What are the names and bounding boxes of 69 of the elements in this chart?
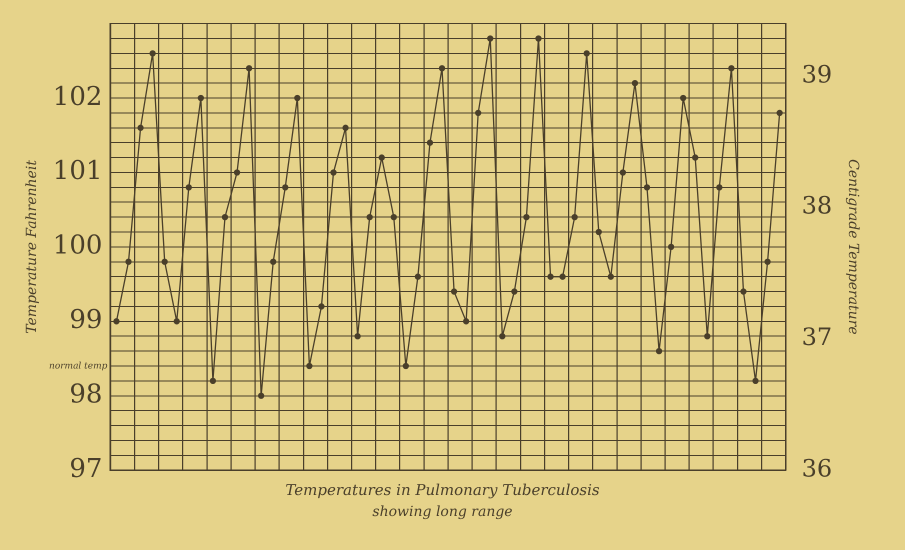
y-tick-label: 100 bbox=[52, 230, 102, 261]
point bbox=[596, 228, 602, 236]
point bbox=[584, 50, 590, 57]
point bbox=[149, 50, 156, 57]
point bbox=[246, 65, 252, 72]
point bbox=[426, 140, 434, 146]
point bbox=[414, 274, 422, 280]
y-tick-label: 98 bbox=[69, 380, 102, 410]
point bbox=[728, 65, 735, 72]
y-tick-label: 99 bbox=[69, 305, 102, 336]
point bbox=[366, 214, 373, 220]
y-tick-label: 101 bbox=[52, 156, 102, 186]
text: showing long range bbox=[372, 504, 513, 520]
y-tick-label: 97 bbox=[69, 454, 102, 484]
point bbox=[137, 124, 144, 131]
point bbox=[716, 184, 722, 191]
point bbox=[282, 184, 288, 191]
y2-tick-label: 36 bbox=[802, 454, 832, 482]
point bbox=[475, 110, 482, 116]
point bbox=[511, 288, 518, 295]
point bbox=[450, 288, 458, 295]
point bbox=[186, 184, 192, 191]
point bbox=[354, 333, 361, 340]
y2-tick-label: 37 bbox=[802, 323, 832, 352]
point bbox=[162, 258, 168, 265]
y-tick-label: 102 bbox=[52, 82, 102, 112]
point bbox=[704, 333, 710, 340]
point bbox=[342, 124, 349, 131]
point bbox=[680, 94, 686, 102]
point bbox=[198, 94, 204, 102]
point bbox=[535, 35, 542, 42]
point bbox=[318, 303, 325, 310]
point bbox=[656, 348, 662, 354]
point bbox=[523, 214, 530, 220]
point bbox=[632, 80, 638, 86]
point bbox=[294, 94, 300, 102]
point bbox=[776, 110, 783, 116]
point bbox=[740, 288, 747, 295]
point bbox=[572, 214, 578, 220]
point bbox=[438, 65, 446, 72]
point bbox=[620, 169, 626, 176]
point bbox=[113, 318, 120, 324]
point bbox=[378, 154, 385, 161]
point bbox=[174, 318, 180, 324]
point bbox=[644, 184, 650, 191]
y2-tick-label: 39 bbox=[802, 60, 832, 88]
point bbox=[330, 169, 337, 176]
point bbox=[270, 258, 276, 265]
point bbox=[390, 214, 397, 220]
point bbox=[222, 214, 228, 220]
point bbox=[258, 392, 264, 399]
point bbox=[764, 258, 771, 265]
point bbox=[559, 274, 566, 280]
point bbox=[210, 378, 216, 384]
ref-line-label: normal temp bbox=[49, 361, 108, 372]
y-axis-title: Temperature Fahrenheit bbox=[24, 160, 40, 334]
point bbox=[499, 333, 506, 340]
point bbox=[608, 274, 614, 280]
point bbox=[487, 35, 494, 42]
point bbox=[668, 244, 674, 250]
y2-tick-label: 38 bbox=[802, 192, 832, 220]
point bbox=[692, 154, 698, 161]
y2-axis-title: Centigrade Temperature bbox=[844, 159, 861, 335]
point bbox=[547, 274, 554, 280]
point bbox=[752, 378, 759, 384]
point bbox=[462, 318, 470, 324]
text: Temperatures in Pulmonary Tuberculosis bbox=[285, 481, 600, 500]
point bbox=[234, 169, 240, 176]
point bbox=[125, 258, 132, 265]
